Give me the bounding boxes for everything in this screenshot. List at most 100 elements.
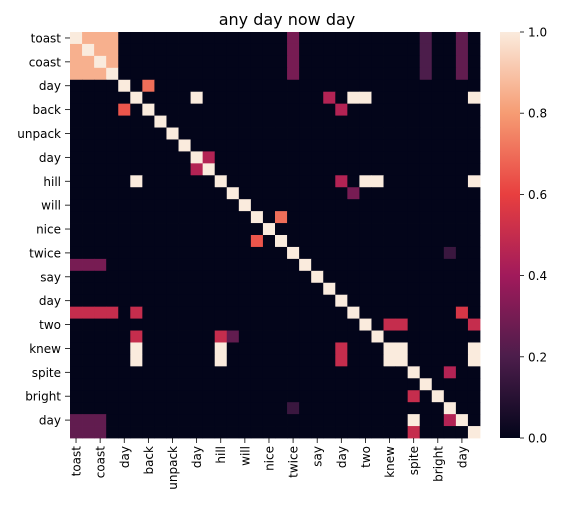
heatmap-cell-r5-c30	[431, 91, 445, 105]
heatmap-cell-r26-c9	[178, 342, 191, 355]
heatmap-cell-r22-c27	[395, 294, 409, 308]
heatmap-cell-r26-c14	[238, 342, 252, 355]
heatmap-cell-r25-c0	[70, 330, 83, 343]
heatmap-cell-r10-c20	[311, 151, 324, 164]
x-tick-label: say	[311, 446, 325, 467]
y-tick-label: toast	[31, 31, 62, 45]
heatmap-cell-r30-c24	[359, 390, 372, 403]
heatmap-cell-r33-c27	[395, 426, 409, 439]
heatmap-cell-r2-c24	[359, 55, 372, 69]
heatmap-cell-r14-c3	[106, 199, 119, 212]
heatmap-cell-r9-c6	[142, 139, 155, 152]
heatmap-cell-r3-c9	[178, 67, 191, 81]
heatmap-cell-r4-c9	[178, 79, 191, 93]
heatmap-cell-r20-c3	[106, 270, 119, 284]
heatmap-cell-r25-c2	[94, 330, 107, 343]
heatmap-cell-r9-c7	[154, 139, 167, 152]
heatmap-cell-r0-c0	[70, 32, 83, 45]
heatmap-cell-r15-c7	[154, 211, 167, 224]
heatmap-cell-r32-c12	[214, 414, 228, 427]
heatmap-cell-r16-c26	[383, 223, 396, 236]
heatmap-cell-r4-c27	[395, 79, 409, 93]
heatmap-cell-r26-c31	[443, 342, 457, 355]
heatmap-cell-r7-c15	[250, 115, 264, 128]
heatmap-cell-r26-c0	[70, 342, 83, 355]
heatmap-cell-r13-c20	[311, 187, 324, 200]
heatmap-cell-r7-c32	[455, 115, 469, 128]
heatmap-cell-r16-c13	[226, 223, 240, 236]
heatmap-cell-r7-c30	[431, 115, 445, 128]
heatmap-cell-r0-c11	[202, 32, 216, 45]
heatmap-cell-r26-c7	[154, 342, 167, 355]
heatmap-cell-r2-c16	[262, 55, 276, 69]
heatmap-cell-r10-c10	[190, 151, 204, 164]
heatmap-cell-r27-c25	[371, 354, 384, 367]
heatmap-cell-r28-c0	[70, 366, 83, 379]
heatmap-cell-r21-c12	[214, 282, 228, 296]
heatmap-cell-r4-c16	[262, 79, 276, 93]
heatmap-cell-r29-c16	[262, 378, 276, 391]
heatmap-cell-r31-c7	[154, 402, 167, 415]
heatmap-cell-r29-c4	[118, 378, 131, 391]
heatmap-cell-r31-c2	[94, 402, 107, 415]
heatmap-cell-r8-c26	[383, 127, 396, 140]
colorbar: 0.0 0.2 0.4 0.6 0.8 1.0	[500, 26, 547, 446]
heatmap-cell-r10-c2	[94, 151, 107, 164]
heatmap-cell-r28-c31	[443, 366, 457, 379]
heatmap-cell-r9-c32	[455, 139, 469, 152]
heatmap-cell-r20-c4	[118, 270, 131, 284]
heatmap-cell-r31-c17	[275, 402, 288, 415]
heatmap-cell-r15-c19	[299, 211, 312, 224]
heatmap-cell-r0-c19	[299, 32, 312, 45]
heatmap-cell-r21-c15	[250, 282, 264, 296]
heatmap-cell-r27-c20	[311, 354, 324, 367]
heatmap-cell-r33-c25	[371, 426, 384, 439]
heatmap-cell-r22-c16	[262, 294, 276, 308]
heatmap-cell-r3-c2	[94, 67, 107, 81]
y-tick-label: say	[40, 270, 61, 284]
heatmap-cell-r3-c32	[455, 67, 469, 81]
heatmap-cell-r4-c4	[118, 79, 131, 93]
heatmap-cell-r12-c13	[226, 175, 240, 188]
heatmap-cell-r24-c13	[226, 318, 240, 331]
heatmap-cell-r29-c9	[178, 378, 191, 391]
heatmap-cell-r25-c30	[431, 330, 445, 343]
heatmap-cell-r14-c23	[347, 199, 360, 212]
heatmap-cell-r28-c12	[214, 366, 228, 379]
heatmap-cell-r12-c4	[118, 175, 131, 188]
heatmap-cell-r21-c1	[82, 282, 95, 296]
heatmap-cell-r0-c28	[407, 32, 421, 45]
heatmap-cell-r10-c5	[130, 151, 143, 164]
heatmap-cell-r33-c10	[190, 426, 204, 439]
heatmap-cell-r8-c31	[443, 127, 457, 140]
heatmap-cell-r18-c30	[431, 246, 445, 260]
heatmap-cell-r27-c4	[118, 354, 131, 367]
heatmap-cell-r32-c23	[347, 414, 360, 427]
y-tick-label: nice	[36, 223, 61, 237]
heatmap-cell-r28-c22	[335, 366, 348, 379]
heatmap-cell-r23-c27	[395, 306, 409, 319]
heatmap-cell-r33-c9	[178, 426, 191, 439]
heatmap-cell-r27-c7	[154, 354, 167, 367]
heatmap-cell-r10-c28	[407, 151, 421, 164]
heatmap-cell-r5-c0	[70, 91, 83, 105]
heatmap-cell-r10-c16	[262, 151, 276, 164]
heatmap-cell-r21-c28	[407, 282, 421, 296]
heatmap-cell-r32-c24	[359, 414, 372, 427]
heatmap-cell-r19-c3	[106, 258, 119, 272]
heatmap-cell-r7-c31	[443, 115, 457, 128]
heatmap-cell-r21-c33	[467, 282, 481, 296]
heatmap-cell-r15-c20	[311, 211, 324, 224]
heatmap-cell-r29-c5	[130, 378, 143, 391]
heatmap-cell-r33-c26	[383, 426, 396, 439]
heatmap-cell-r11-c19	[299, 163, 312, 176]
heatmap-cell-r1-c32	[455, 43, 469, 57]
heatmap-cell-r32-c33	[467, 414, 481, 427]
heatmap-cell-r22-c0	[70, 294, 83, 308]
heatmap-cell-r27-c17	[275, 354, 288, 367]
heatmap-cell-r3-c14	[238, 67, 252, 81]
heatmap-cell-r27-c31	[443, 354, 457, 367]
heatmap-cell-r2-c22	[335, 55, 348, 69]
heatmap-cell-r18-c14	[238, 246, 252, 260]
heatmap-cell-r18-c24	[359, 246, 372, 260]
